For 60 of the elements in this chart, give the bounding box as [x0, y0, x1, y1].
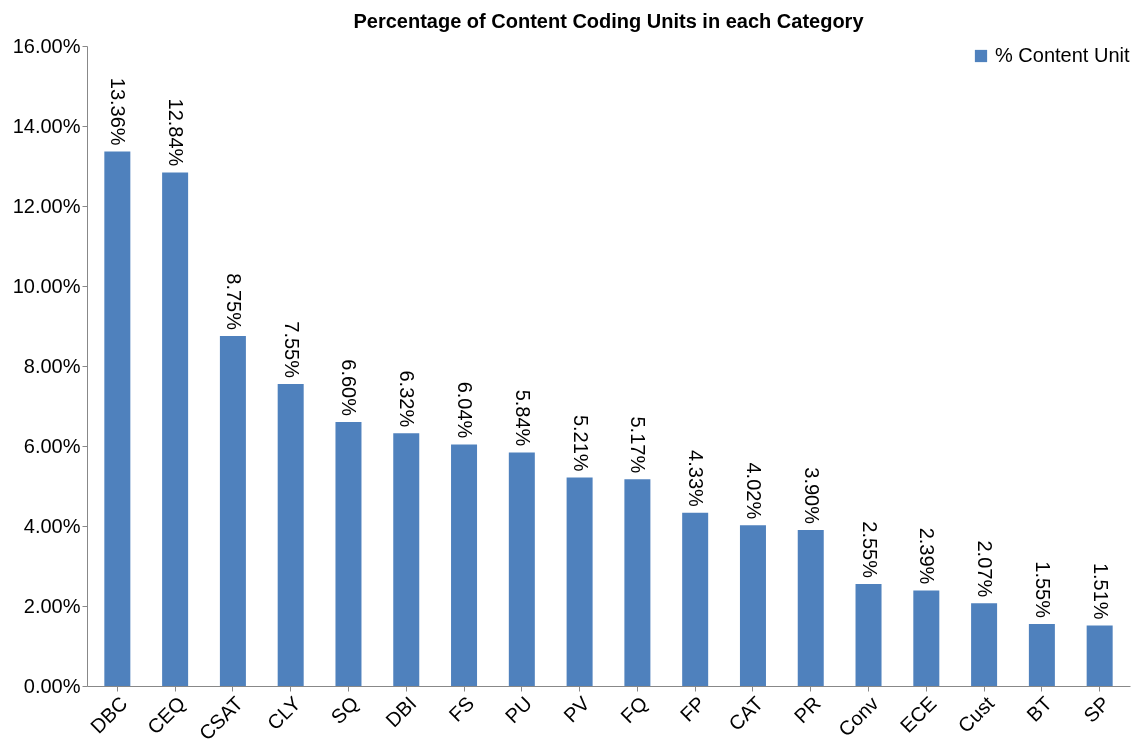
data-label: 8.75% — [222, 273, 245, 331]
x-tick-label: PV — [559, 691, 595, 727]
x-tick-label: DBI — [381, 692, 421, 732]
bar — [393, 433, 420, 686]
bar — [913, 590, 940, 686]
legend-label: % Content Unit — [995, 44, 1130, 66]
bar — [1086, 625, 1113, 686]
bar — [104, 151, 131, 686]
data-label: 4.33% — [685, 450, 708, 508]
y-tick-label: 0.00% — [23, 674, 81, 697]
x-tick-label: CLY — [262, 692, 305, 735]
bar — [219, 336, 246, 686]
y-tick-label: 10.00% — [12, 274, 81, 297]
data-label: 6.04% — [454, 381, 477, 439]
bar — [335, 422, 362, 686]
bar — [682, 512, 709, 686]
data-label: 1.51% — [1089, 562, 1112, 620]
y-tick-label: 4.00% — [23, 514, 81, 537]
x-tick-label: PU — [500, 692, 536, 728]
y-tick-label: 14.00% — [12, 114, 81, 137]
bar — [566, 477, 593, 686]
bar — [277, 384, 304, 686]
bar — [162, 172, 189, 686]
x-tick-label: CAT — [724, 692, 768, 735]
y-tick-label: 16.00% — [12, 34, 81, 57]
bar — [508, 452, 535, 686]
bar — [739, 525, 766, 686]
x-tick-label: FS — [444, 692, 479, 726]
data-label: 3.90% — [800, 467, 823, 525]
data-label: 4.02% — [742, 462, 765, 520]
y-tick-label: 6.00% — [23, 434, 81, 457]
data-label: 6.32% — [396, 370, 419, 428]
bar — [797, 530, 824, 686]
x-tick-label: FQ — [616, 692, 652, 728]
bar — [1028, 624, 1055, 686]
data-label: 5.21% — [569, 414, 592, 472]
x-tick-label: BT — [1022, 692, 1057, 726]
chart-title: Percentage of Content Coding Units in each Category — [353, 10, 865, 32]
data-label: 2.07% — [974, 540, 997, 598]
x-tick-label: PR — [789, 692, 825, 728]
x-tick-label: SQ — [326, 692, 363, 729]
y-tick-label: 8.00% — [23, 354, 81, 377]
data-label: 2.55% — [858, 521, 881, 579]
data-label: 5.84% — [511, 389, 534, 447]
y-tick-label: 2.00% — [23, 594, 81, 617]
x-tick-label: FP — [675, 692, 710, 726]
data-label: 13.36% — [107, 77, 130, 146]
y-tick-label: 12.00% — [12, 194, 81, 217]
bar — [855, 584, 882, 686]
data-label: 7.55% — [280, 321, 303, 379]
data-label: 6.60% — [338, 359, 361, 417]
data-label: 12.84% — [165, 98, 188, 167]
bar — [971, 603, 998, 686]
data-label: 2.39% — [916, 527, 939, 585]
bar — [624, 479, 651, 686]
x-tick-label: SP — [1079, 692, 1114, 727]
x-tick-label: Cust — [953, 691, 999, 737]
bar — [451, 444, 478, 686]
data-label: 1.55% — [1031, 561, 1054, 619]
data-label: 5.17% — [627, 416, 650, 474]
